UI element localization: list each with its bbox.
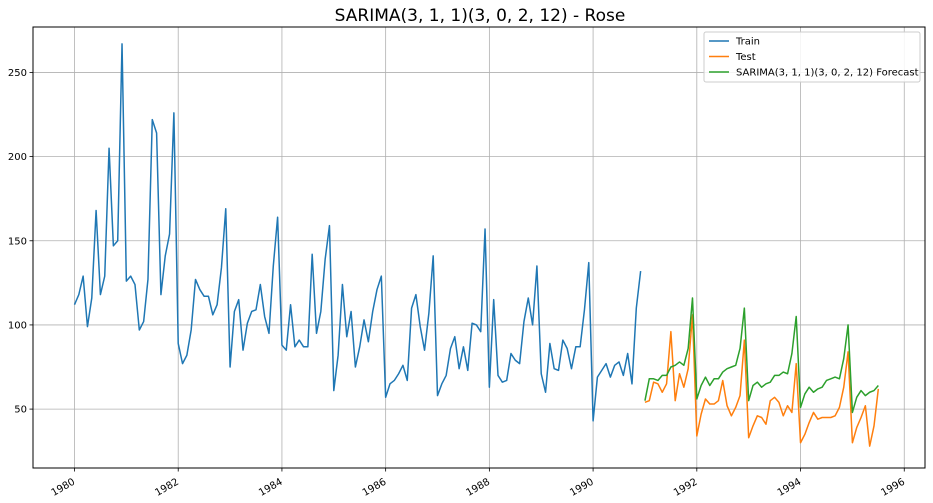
grid xyxy=(33,27,925,468)
series-line-test xyxy=(644,314,880,447)
series-line-sarima-3-1-1-3-0-2-12-forecast xyxy=(644,297,879,414)
legend-label: Train xyxy=(735,37,760,48)
legend: Train Test SARIMA(3, 1, 1)(3, 0, 2, 12) Fo… xyxy=(703,31,921,83)
y-tick-label: 50 xyxy=(14,405,27,416)
y-tick-label: 150 xyxy=(8,236,27,247)
series-layer xyxy=(73,43,880,447)
legend-label: SARIMA(3, 1, 1)(3, 0, 2, 12) Forecast xyxy=(736,68,919,79)
y-tick-label: 100 xyxy=(8,320,27,331)
plot-frame xyxy=(32,26,926,469)
legend-label: Test xyxy=(735,52,756,63)
y-tick-label: 200 xyxy=(8,152,27,163)
chart-title: SARIMA(3, 1, 1)(3, 0, 2, 12) - Rose xyxy=(335,6,626,26)
legend-box xyxy=(703,31,921,83)
y-tick-label: 250 xyxy=(8,68,27,79)
y-axis: 50 100 150 200 250 xyxy=(8,68,33,416)
series-line-train xyxy=(73,43,642,422)
